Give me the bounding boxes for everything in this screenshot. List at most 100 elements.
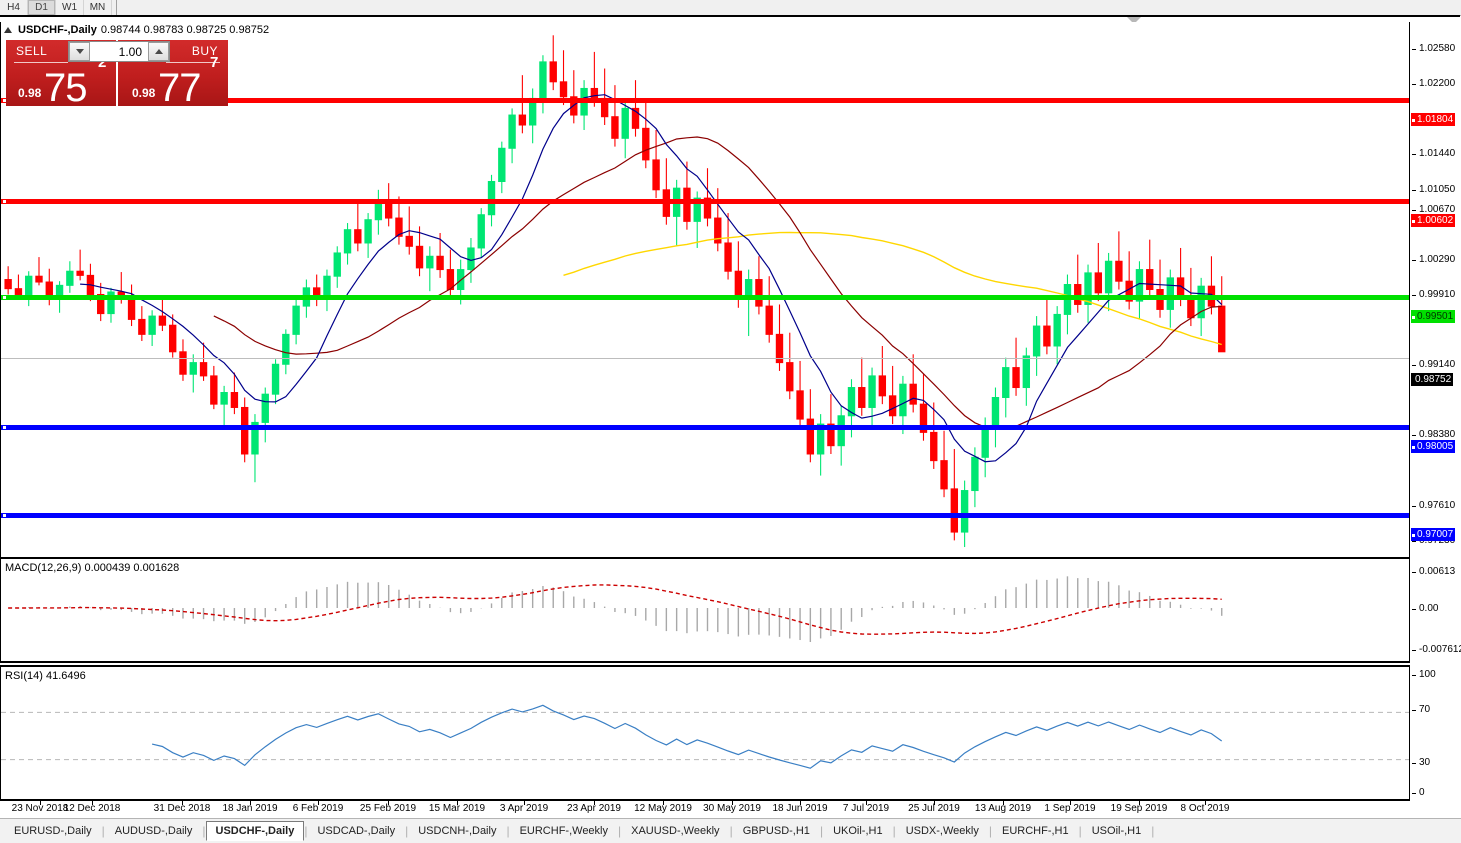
tab-separator: | xyxy=(618,824,622,838)
chart-scroll-indicator-icon[interactable] xyxy=(1127,17,1141,24)
level-price-tag-support-1[interactable]: 0.98005 xyxy=(1411,440,1456,453)
level-tag-marker-icon xyxy=(1412,315,1415,319)
toolbar-divider xyxy=(116,0,117,15)
chart-tab-eurchf-h1[interactable]: EURCHF-,H1 xyxy=(1001,825,1069,837)
level-handle-icon[interactable] xyxy=(3,296,6,299)
chart-tab-bar[interactable]: EURUSD-,Daily | AUDUSD-,Daily | USDCHF-,Dail… xyxy=(0,818,1461,843)
rsi-axis-tick-label: 70 xyxy=(1419,704,1431,715)
macd-axis: 0.00613 0.00 -0.007612 xyxy=(1410,557,1461,663)
tab-separator: | xyxy=(819,824,824,838)
one-click-trading-panel[interactable]: SELL 0.98 75 2 BUY 0.98 77 7 1.00 xyxy=(6,40,228,106)
chevron-down-icon xyxy=(75,49,84,54)
chart-tab-ukoil-h1[interactable]: UKOil-,H1 xyxy=(833,825,883,837)
volume-stepper[interactable]: 1.00 xyxy=(68,41,170,62)
level-price-tag-resistance-1[interactable]: 1.01804 xyxy=(1411,113,1456,126)
price-axis[interactable]: 1.02580 1.02200 1.01440 1.01050 1.00670 1.002… xyxy=(1410,22,1461,616)
date-axis-label: 7 Jul 2019 xyxy=(842,803,890,814)
macd-axis-tick: 0.00 xyxy=(1410,603,1438,614)
moving-average-slow-line xyxy=(563,231,1222,346)
date-axis-tick xyxy=(1070,801,1071,805)
volume-input[interactable]: 1.00 xyxy=(90,42,148,61)
date-axis-label: 6 Feb 2019 xyxy=(292,803,344,814)
macd-axis-tick-label: 0.00 xyxy=(1419,603,1439,614)
buy-price-prefix: 0.98 xyxy=(132,86,156,100)
price-axis-tick: 0.99910 xyxy=(1410,289,1455,300)
price-axis-tick: 1.00670 xyxy=(1410,204,1455,215)
rsi-axis-tick: 70 xyxy=(1410,704,1430,715)
sell-underline xyxy=(14,62,68,63)
price-axis-tick-label: 0.99140 xyxy=(1419,359,1456,370)
level-tag-marker-icon xyxy=(1412,118,1415,122)
tab-separator: | xyxy=(101,824,105,838)
tab-separator: | xyxy=(202,824,206,838)
level-line-resistance-2[interactable] xyxy=(1,199,1409,204)
level-handle-icon[interactable] xyxy=(3,99,6,102)
chart-tab-gbpusd-h1[interactable]: GBPUSD-,H1 xyxy=(742,825,810,837)
buy-label: BUY xyxy=(191,44,218,58)
date-axis-label: 1 Sep 2019 xyxy=(1044,803,1096,814)
date-axis-label: 18 Jan 2019 xyxy=(222,803,278,814)
date-axis-label: 12 Dec 2018 xyxy=(63,803,121,814)
rsi-axis-tick: 100 xyxy=(1410,669,1436,680)
tab-separator: | xyxy=(729,824,733,838)
date-axis-tick xyxy=(250,801,251,805)
date-axis-tick xyxy=(92,801,93,805)
date-axis-label: 23 Apr 2019 xyxy=(567,803,621,814)
level-price-tag-support-2[interactable]: 0.97007 xyxy=(1411,528,1456,541)
level-line-pivot[interactable] xyxy=(1,295,1409,300)
date-axis-label: 12 May 2019 xyxy=(634,803,692,814)
level-line-resistance-1[interactable] xyxy=(1,98,1409,103)
macd-pane[interactable]: MACD(12,26,9) 0.000439 0.001628 xyxy=(0,557,1410,663)
volume-decrement-button[interactable] xyxy=(69,42,90,61)
timeframe-button-mn[interactable]: MN xyxy=(84,0,112,15)
chart-tab-usdcad-daily[interactable]: USDCAD-,Daily xyxy=(317,825,396,837)
tab-separator: | xyxy=(304,824,308,838)
price-axis-tick-label: 1.01050 xyxy=(1419,184,1456,195)
price-chart-pane[interactable] xyxy=(0,22,1410,557)
level-handle-icon[interactable] xyxy=(3,514,6,517)
macd-axis-tick-label: -0.007612 xyxy=(1419,644,1461,655)
chart-tab-xauusd-weekly[interactable]: XAUUSD-,Weekly xyxy=(631,825,720,837)
date-axis: 23 Nov 2018 12 Dec 2018 31 Dec 2018 18 Jan … xyxy=(0,801,1461,818)
rsi-pane[interactable]: RSI(14) 41.6496 xyxy=(0,665,1410,801)
sell-price-fraction: 2 xyxy=(98,54,107,71)
timeframe-button-w1[interactable]: W1 xyxy=(56,0,84,15)
tab-separator: | xyxy=(988,824,992,838)
price-axis-tick-label: 1.00670 xyxy=(1419,204,1456,215)
date-axis-tick xyxy=(40,801,41,805)
price-axis-tick-label: 0.98380 xyxy=(1419,429,1456,440)
rsi-axis-tick-label: 30 xyxy=(1419,757,1431,768)
current-price-tag: 0.98752 xyxy=(1411,373,1454,386)
date-axis-label: 31 Dec 2018 xyxy=(153,803,211,814)
price-axis-tick-label: 0.99910 xyxy=(1419,289,1456,300)
tab-separator: | xyxy=(506,824,510,838)
chart-tab-usdx-weekly[interactable]: USDX-,Weekly xyxy=(905,825,979,837)
level-line-support-1[interactable] xyxy=(1,425,1409,430)
date-axis-label: 3 Apr 2019 xyxy=(499,803,549,814)
chart-symbol-label: USDCHF-,Daily xyxy=(18,24,97,36)
date-axis-tick xyxy=(182,801,183,805)
level-line-support-2[interactable] xyxy=(1,513,1409,518)
level-handle-icon[interactable] xyxy=(3,200,6,203)
chart-tab-eurusd-daily[interactable]: EURUSD-,Daily xyxy=(14,825,92,837)
price-axis-tick-label: 1.00290 xyxy=(1419,254,1456,265)
macd-svg xyxy=(8,576,1223,642)
collapse-triangle-icon[interactable] xyxy=(4,27,12,33)
chart-tab-usdchf-daily[interactable]: USDCHF-,Daily xyxy=(205,821,305,841)
price-chart-svg xyxy=(4,35,1226,548)
timeframe-button-d1[interactable]: D1 xyxy=(28,0,56,15)
chart-tab-audusd-daily[interactable]: AUDUSD-,Daily xyxy=(114,825,193,837)
level-handle-icon[interactable] xyxy=(3,426,6,429)
chart-tab-usoil-h1[interactable]: USOil-,H1 xyxy=(1091,825,1142,837)
timeframe-button-h4[interactable]: H4 xyxy=(0,0,28,15)
macd-axis-tick-label: 0.00613 xyxy=(1419,566,1456,577)
buy-underline xyxy=(166,62,220,63)
tab-separator: | xyxy=(1151,824,1155,838)
volume-increment-button[interactable] xyxy=(148,42,169,61)
chart-tab-eurchf-weekly[interactable]: EURCHF-,Weekly xyxy=(519,825,608,837)
candlestick-series xyxy=(4,35,1226,548)
chart-tab-usdcnh-daily[interactable]: USDCNH-,Daily xyxy=(418,825,497,837)
level-price-tag-resistance-2[interactable]: 1.00602 xyxy=(1411,214,1456,227)
date-axis-tick xyxy=(866,801,867,805)
level-price-tag-pivot[interactable]: 0.99501 xyxy=(1411,310,1456,323)
